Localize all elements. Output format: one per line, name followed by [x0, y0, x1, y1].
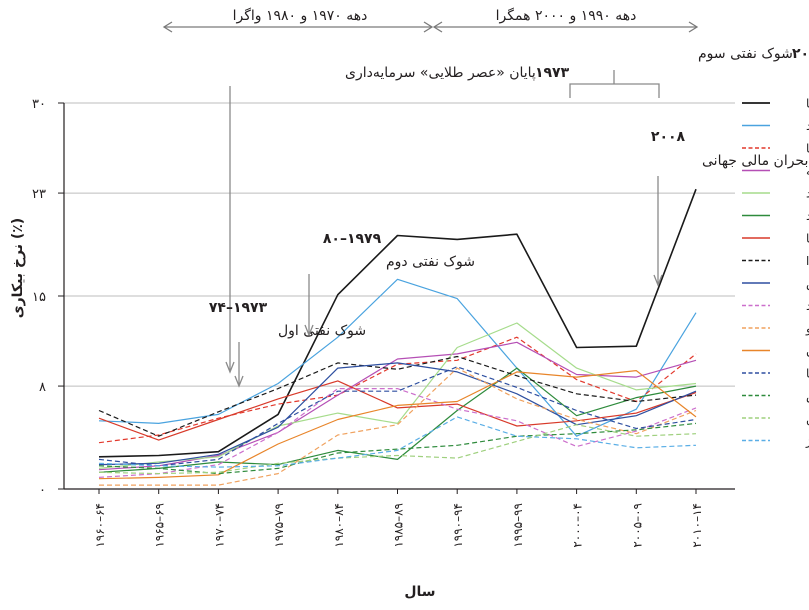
legend-entry-label: هلند — [806, 299, 809, 313]
y-tick-label: ۸ — [39, 380, 46, 395]
legend-entry-label: استرالیا — [806, 367, 809, 382]
legend-entry-label: فرانسه — [806, 164, 809, 179]
legend: اسپانیا ایرلند ایتالیا فرانسه فنلاند سوئد آمری… — [742, 97, 809, 449]
legend-entry-label: ایرلند — [806, 119, 809, 134]
series-line — [98, 336, 697, 444]
series-line — [98, 188, 697, 458]
legend-entry-label: نروژ — [805, 434, 809, 449]
legend-entry-label: فنلاند — [806, 187, 809, 201]
x-tick-label: ۱۹۹۵–۹۹ — [511, 503, 525, 548]
legend-entry-label: ژاپن — [806, 412, 809, 427]
annotation-golden-age: ۱۹۷۳ پایان «عصر طلایی» سرمایه‌داری — [225, 62, 570, 374]
x-tick-label: ۱۹۶۰–۶۴ — [93, 503, 107, 548]
series-line — [98, 388, 697, 478]
series-line — [99, 367, 697, 486]
series-line — [98, 422, 697, 475]
legend-entry-label: سوئد — [806, 209, 809, 224]
grid-lines — [58, 102, 735, 490]
x-tick-label: ۱۹۷۵–۷۹ — [272, 503, 286, 548]
oil2-years: ۸۰–۱۹۷۹ — [323, 231, 382, 247]
series-lines — [98, 188, 697, 486]
series-line — [98, 362, 697, 466]
annotation-oil-shock-1: ۷۴–۱۹۷۳ شوک نفتی اول — [209, 300, 366, 388]
annotation-oil-shock-3: ۲۰۰۸–۲۰۰۲ شوک نفتی سوم — [569, 43, 809, 98]
x-axis-label: سال — [404, 584, 435, 600]
golden-age-year: ۱۹۷۳ — [535, 65, 570, 81]
y-tick-label: ۳۰ — [32, 97, 46, 112]
series-line — [98, 355, 697, 437]
y-tick-label: ۰ — [39, 483, 46, 498]
series-line — [98, 278, 697, 437]
y-axis-label: نرخ بیکاری (٪) — [10, 218, 26, 318]
x-tick-label: ۱۹۸۰–۸۴ — [332, 503, 346, 548]
series-line — [98, 424, 697, 475]
y-tick-label: ۱۵ — [32, 290, 46, 305]
range-left-label: دهه ۱۹۷۰ و ۱۹۸۰ واگرا — [233, 7, 368, 24]
oil3-years: ۲۰۰۸–۲۰۰۲ — [792, 46, 809, 62]
oil2-text: شوک نفتی دوم — [386, 254, 475, 270]
series-line — [98, 370, 697, 480]
golden-age-text: پایان «عصر طلایی» سرمایه‌داری — [345, 65, 536, 81]
legend-entry-label: ایتالیا — [806, 142, 809, 156]
x-tick-label: ۲۰۰۰–۰۴ — [571, 503, 585, 548]
x-tick-label: ۲۰۱۰–۱۴ — [690, 503, 704, 548]
svg-text:۱۹۷۳ پایان «عصر طلایی» س: ۱۹۷۳ پایان «عصر طلایی» سرمایه‌داری — [345, 62, 570, 81]
legend-entry-label: اسپانیا — [806, 97, 809, 111]
x-tick-labels: ۱۹۶۰–۶۴ ۱۹۶۵–۶۹ ۱۹۷۰–۷۴ ۱۹۷۵–۷۹ ۱۹۸۰–۸۴ ۱۹۸۵–… — [93, 503, 704, 548]
x-tick-label: ۱۹۶۵–۶۹ — [153, 503, 167, 548]
x-tick-label: ۱۹۹۰–۹۴ — [451, 503, 465, 548]
x-tick-label: ۱۹۷۰–۷۴ — [212, 503, 226, 548]
y-tick-labels: ۰ ۸ ۱۵ ۲۳ ۳۰ — [32, 97, 46, 498]
annotation-financial-crisis: ۲۰۰۸ شروع بحران مالی جهانی — [651, 129, 809, 287]
legend-entry-label: آمریکا — [806, 231, 809, 247]
x-tick-label: ۲۰۰۵–۰۹ — [630, 503, 644, 548]
oil1-years: ۷۴–۱۹۷۳ — [209, 300, 268, 316]
series-line — [98, 416, 697, 468]
oil1-text: شوک نفتی اول — [278, 323, 366, 339]
series-line — [98, 366, 697, 467]
range-annotation-right: دهه ۱۹۹۰ و ۲۰۰۰ همگرا — [432, 7, 699, 33]
range-right-label: دهه ۱۹۹۰ و ۲۰۰۰ همگرا — [496, 7, 637, 24]
legend-entry-label: زلاندنو — [805, 322, 809, 337]
legend-entry-label: اتریش — [806, 389, 809, 404]
series-line — [98, 367, 697, 473]
crisis-year: ۲۰۰۸ — [651, 129, 686, 145]
y-tick-label: ۲۳ — [32, 187, 46, 202]
crisis-text: شروع بحران مالی جهانی — [702, 153, 809, 169]
legend-entry-label: کانادا — [806, 254, 809, 268]
x-tick-label: ۱۹۸۵–۸۹ — [392, 503, 406, 548]
svg-text:۲۰۰۸–۲۰۰۲ شوک نفتی سوم: ۲۰۰۸–۲۰۰۲ شوک نفتی سوم — [698, 43, 809, 62]
annotation-oil-shock-2: ۸۰–۱۹۷۹ شوک نفتی دوم — [304, 231, 475, 337]
range-annotation-left: دهه ۱۹۷۰ و ۱۹۸۰ واگرا — [162, 7, 434, 33]
legend-entry-label: انگلیس — [806, 277, 809, 292]
oil3-text: شوک نفتی سوم — [698, 46, 793, 62]
series-line — [98, 380, 697, 441]
axes — [63, 103, 735, 494]
legend-entry-label: آلمان — [806, 343, 809, 358]
series-line — [98, 322, 697, 469]
